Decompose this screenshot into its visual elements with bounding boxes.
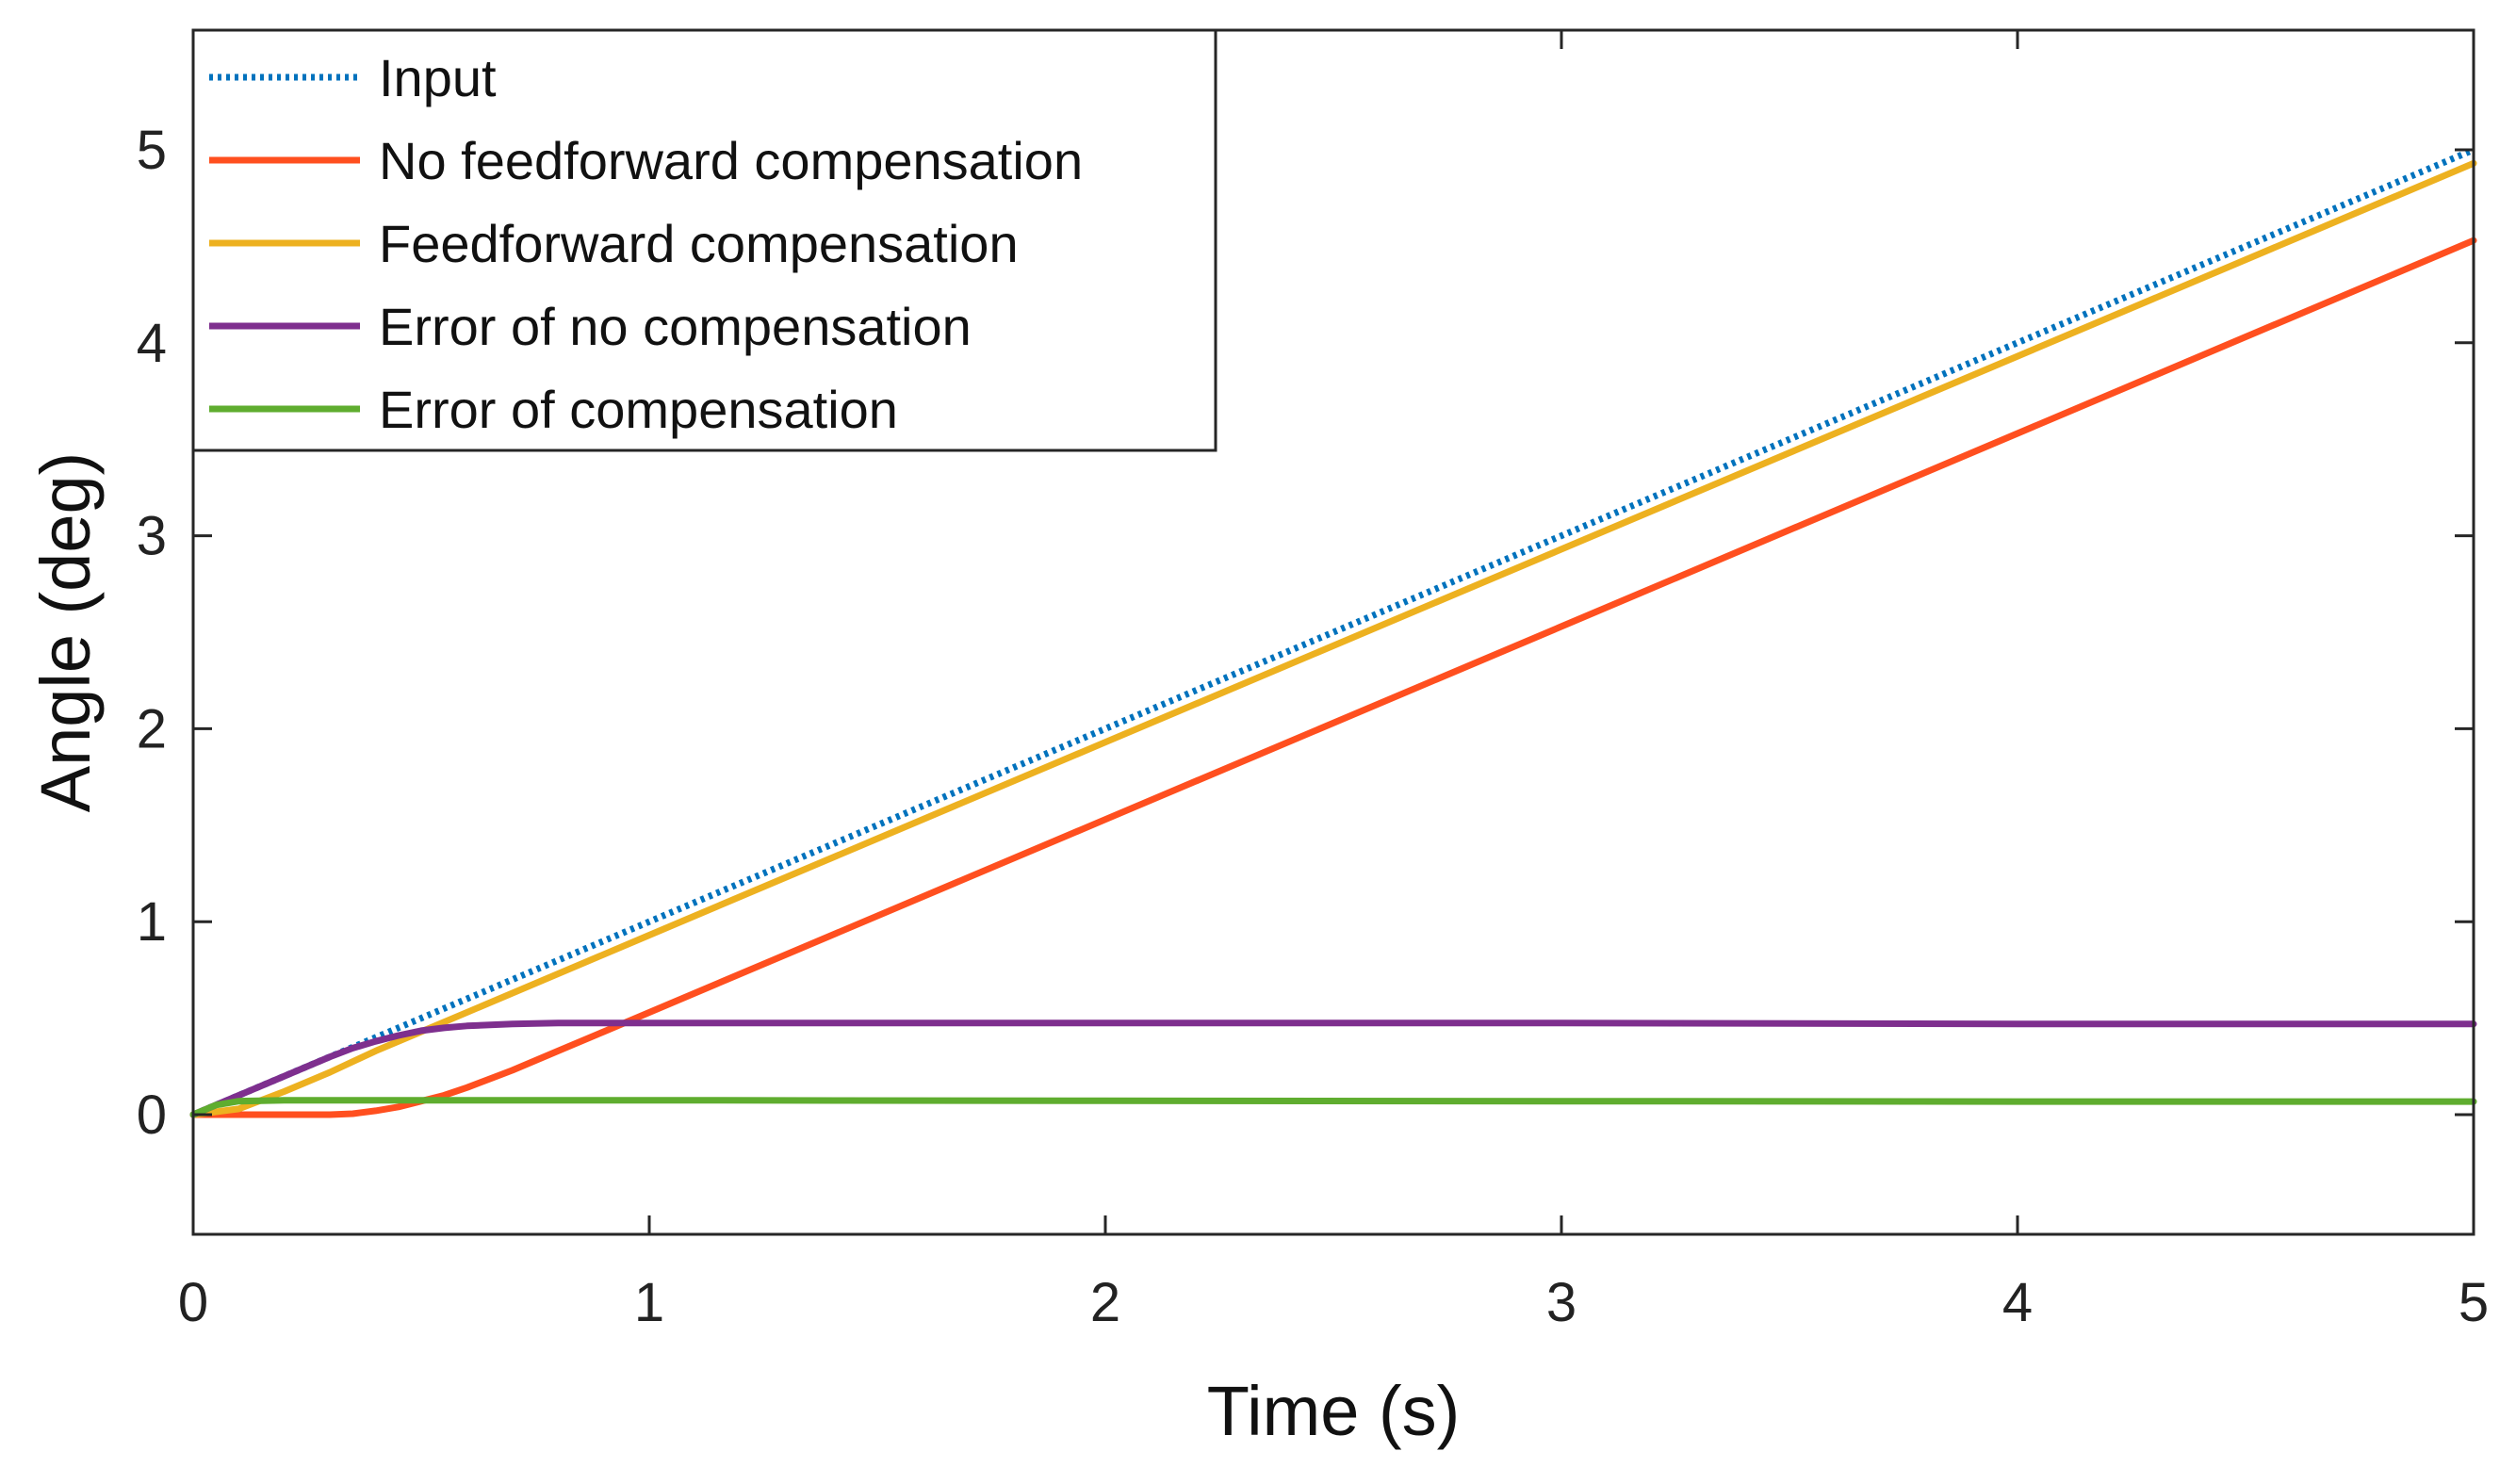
legend-label-feedforward-compensation: Feedforward compensation: [379, 214, 1019, 273]
x-axis-title: Time (s): [1207, 1372, 1461, 1450]
series-lines: [189, 146, 2477, 1118]
series-line-no-feedforward-compensation: [189, 236, 2477, 1118]
x-tick-label: 3: [1546, 1272, 1577, 1333]
series-line-input: [191, 146, 2475, 1118]
y-axis-title: Angle (deg): [26, 452, 105, 813]
y-tick-label: 2: [137, 698, 167, 759]
legend-label-input: Input: [379, 48, 497, 107]
plot-frame: [191, 28, 2475, 1236]
legend-box: [191, 28, 1217, 452]
y-tick-label: 3: [137, 506, 167, 567]
y-tick-label: 5: [137, 120, 167, 181]
y-tick-label: 4: [137, 313, 167, 374]
y-tick-label: 1: [137, 891, 167, 953]
legend-label-error-of-no-compensation: Error of no compensation: [379, 297, 972, 356]
legend-label-error-of-compensation: Error of compensation: [379, 380, 898, 439]
series-line-error-of-no-compensation: [189, 1019, 2477, 1118]
legend-label-no-feedforward-compensation: No feedforward compensation: [379, 131, 1083, 190]
axis-tick-labels: 0 1 2 3 4 5 0 1 2 3 4 5: [137, 120, 2489, 1333]
legend-entries: Input No feedforward compensation Feedforw…: [209, 48, 1083, 439]
x-tick-label: 0: [178, 1272, 208, 1333]
x-tick-label: 5: [2459, 1272, 2489, 1333]
series-line-error-of-compensation: [189, 1097, 2477, 1118]
x-tick-label: 4: [2002, 1272, 2033, 1333]
legend: Input No feedforward compensation Feedforw…: [191, 28, 1217, 452]
x-tick-label: 2: [1090, 1272, 1120, 1333]
y-tick-label: 0: [137, 1084, 167, 1146]
x-tick-label: 1: [634, 1272, 664, 1333]
